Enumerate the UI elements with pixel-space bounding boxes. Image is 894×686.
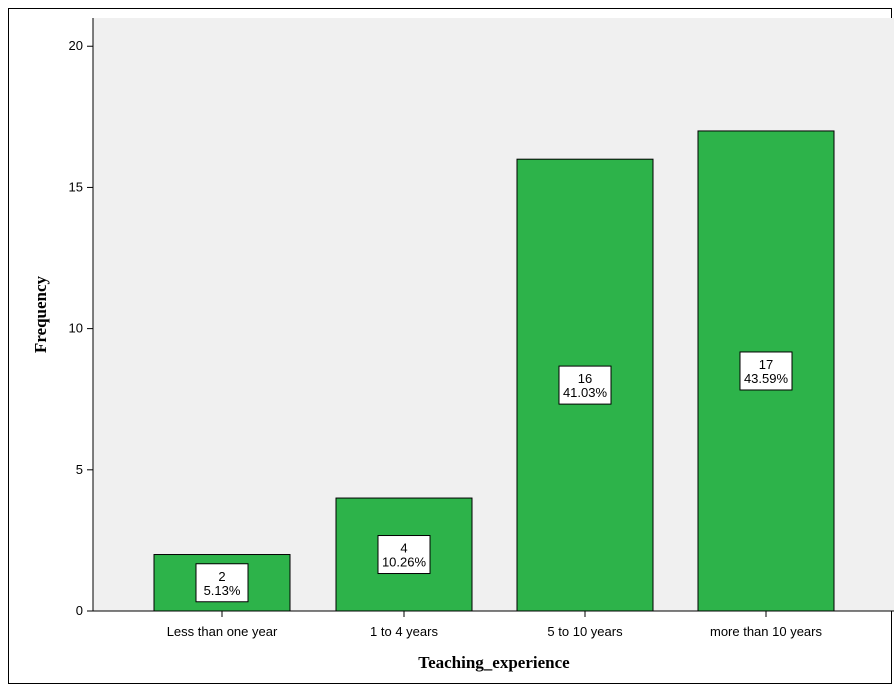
y-axis-title: Frequency [31,275,50,353]
data-label-count: 2 [218,569,225,584]
x-axis-ticks: Less than one year 1 to 4 years 5 to 10 ye… [167,611,823,639]
data-label-box [739,351,793,391]
y-tick-label: 0 [76,603,83,618]
x-tick-label: 5 to 10 years [547,624,623,639]
x-axis-title: Teaching_experience [418,653,570,672]
data-label-percent: 43.59% [744,371,789,386]
y-tick-label: 5 [76,462,83,477]
x-tick-label: more than 10 years [710,624,823,639]
data-label-box [558,365,612,405]
data-label-count: 4 [400,541,407,556]
data-label-box [195,563,249,603]
x-tick-label: 1 to 4 years [370,624,438,639]
data-label-count: 17 [759,357,773,372]
data-label-box [377,535,431,575]
data-label-percent: 10.26% [382,555,427,570]
data-label-count: 16 [578,371,592,386]
data-label-percent: 5.13% [204,583,241,598]
data-label-percent: 41.03% [563,385,608,400]
y-tick-label: 10 [69,321,83,336]
y-tick-label: 15 [69,179,83,194]
x-tick-label: Less than one year [167,624,278,639]
y-axis-ticks: 0 5 10 15 20 [69,38,93,618]
y-tick-label: 20 [69,38,83,53]
